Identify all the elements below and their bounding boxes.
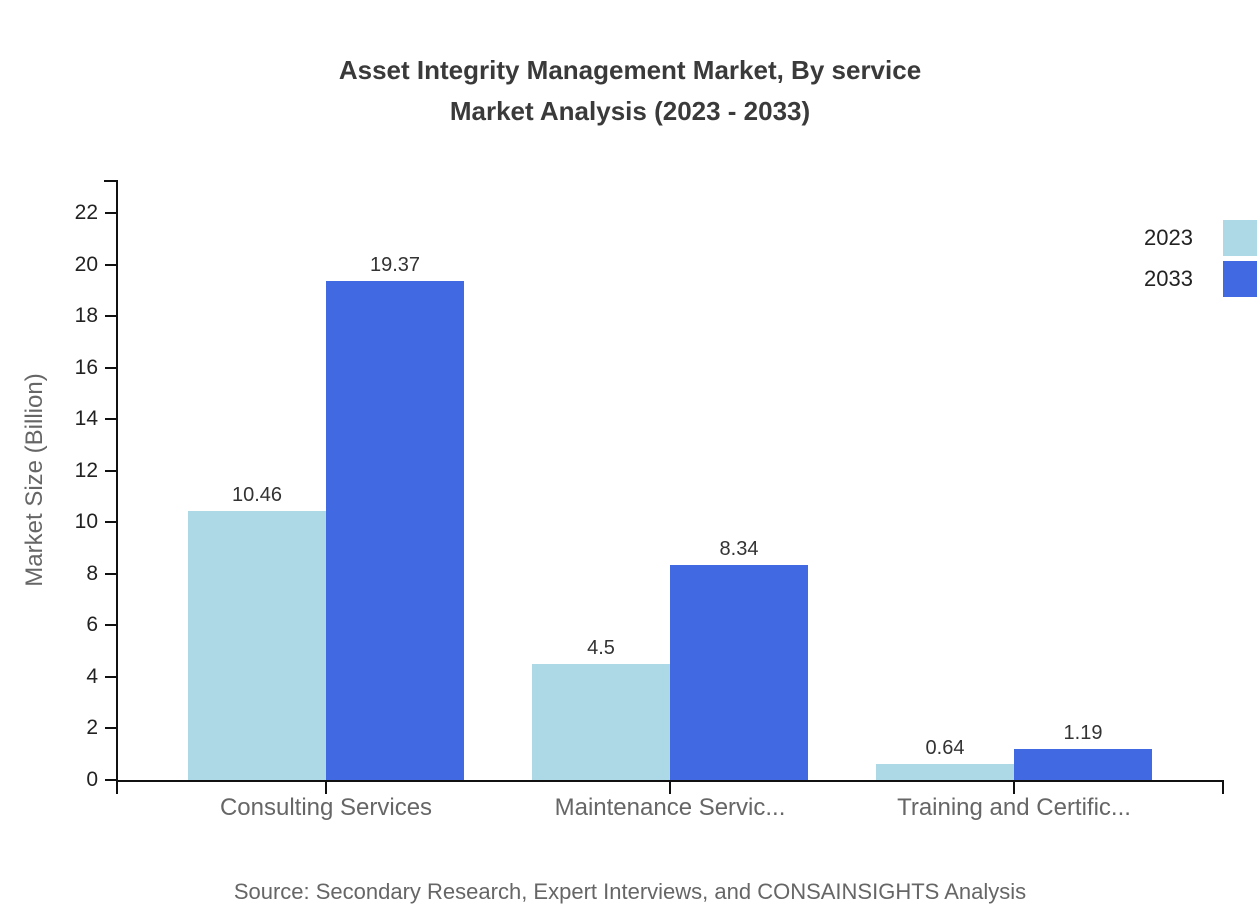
chart-title-line2: Market Analysis (2023 - 2033) (449, 96, 811, 126)
chart-title: Asset Integrity Management Market, By se… (0, 50, 1260, 132)
legend-label-2033: 2033 (1144, 266, 1193, 291)
y-axis-tick (105, 418, 116, 421)
y-axis-tick-label: 12 (74, 458, 98, 482)
y-axis-tick (105, 366, 116, 369)
y-axis-tick (105, 521, 116, 524)
y-axis-tick (105, 315, 116, 318)
y-axis-line (116, 180, 118, 794)
y-axis-tick-label: 0 (86, 768, 98, 791)
x-axis-category-label: Consulting Services (219, 794, 433, 821)
legend: 2023 2033 (1144, 220, 1257, 302)
y-axis-tick-label: 8 (86, 561, 98, 585)
bar-2023-training-and-certific (876, 763, 1014, 780)
legend-item-2033[interactable]: 2033 (1144, 261, 1257, 297)
plot-area: 0 2 4 6 8 10 12 14 16 18 20 22 Consulting Services Ma… (75, 180, 1224, 821)
y-axis-tick-label: 10 (74, 510, 98, 534)
y-axis-title: Market Size (Billion) (21, 373, 48, 587)
y-axis-tick (105, 624, 116, 627)
y-axis-tick-label: 20 (74, 252, 98, 276)
chart-title-line1: Asset Integrity Management Market, By se… (338, 55, 922, 85)
bar-value-label: 0.64 (925, 736, 965, 759)
x-axis-category-label: Training and Certific... (897, 794, 1131, 821)
y-axis-tick-label: 18 (74, 304, 98, 328)
y-axis-tick (105, 212, 116, 215)
y-axis-tick (105, 727, 116, 730)
y-axis-tick (105, 263, 116, 266)
y-axis-tick (105, 779, 116, 781)
y-axis-tick (105, 675, 116, 678)
y-axis-tick-label: 22 (74, 201, 98, 225)
y-axis-tick-label: 16 (74, 355, 98, 379)
y-axis-tick-label: 14 (74, 407, 98, 431)
y-axis-end-cap (104, 180, 116, 182)
x-axis-line (116, 780, 1224, 782)
legend-swatch-2033 (1223, 261, 1257, 297)
x-axis-tick (669, 782, 671, 794)
bar-value-label: 10.46 (231, 483, 283, 506)
bar-2033-training-and-certific (1014, 749, 1152, 780)
bar-value-label: 19.37 (369, 254, 421, 277)
legend-label-2023: 2023 (1144, 225, 1193, 250)
y-axis-tick-label: 4 (86, 664, 98, 688)
y-axis-tick (105, 469, 116, 472)
bar-2033-consulting-services (326, 281, 464, 780)
x-axis-tick (325, 782, 327, 794)
source-attribution: Source: Secondary Research, Expert Inter… (233, 879, 1027, 904)
bar-2023-maintenance-servic (532, 664, 670, 780)
x-axis-tick (1013, 782, 1015, 794)
bar-value-label: 4.5 (587, 637, 615, 660)
x-axis-end-cap (1222, 782, 1224, 794)
bar-value-label: 8.34 (719, 538, 759, 561)
x-axis-category-label: Maintenance Servic... (554, 794, 786, 821)
bar-2033-maintenance-servic (670, 565, 808, 780)
y-axis-tick (105, 572, 116, 575)
legend-item-2023[interactable]: 2023 (1144, 220, 1257, 256)
legend-swatch-2023 (1223, 220, 1257, 256)
y-axis-tick-label: 6 (86, 613, 98, 637)
bar-2023-consulting-services (188, 510, 326, 780)
y-axis-tick-label: 2 (86, 716, 98, 740)
bar-value-label: 1.19 (1063, 722, 1103, 745)
